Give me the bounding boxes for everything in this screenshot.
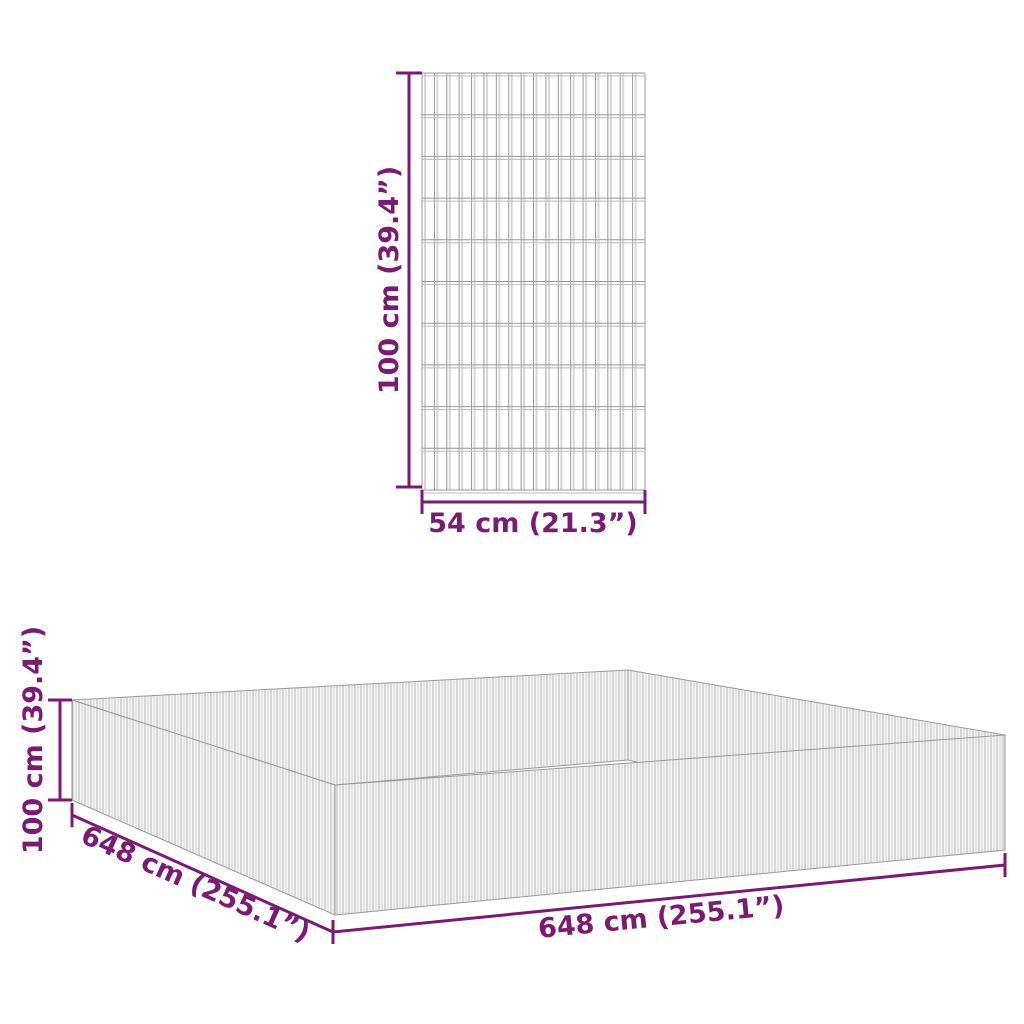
single-panel-illustration	[421, 72, 646, 494]
pen-illustration	[71, 669, 1006, 916]
panel-height-dimension	[396, 71, 422, 489]
panel-height-label: 100 cm (39.4”)	[374, 166, 405, 394]
pen-width-dimension	[332, 853, 1007, 934]
panel-width-dimension	[420, 490, 647, 514]
panel-width-label: 54 cm (21.3”)	[428, 508, 638, 539]
pen-height-label: 100 cm (39.4”)	[18, 626, 49, 854]
pen-height-dimension	[48, 698, 72, 802]
pen-front-wall	[334, 734, 1006, 916]
